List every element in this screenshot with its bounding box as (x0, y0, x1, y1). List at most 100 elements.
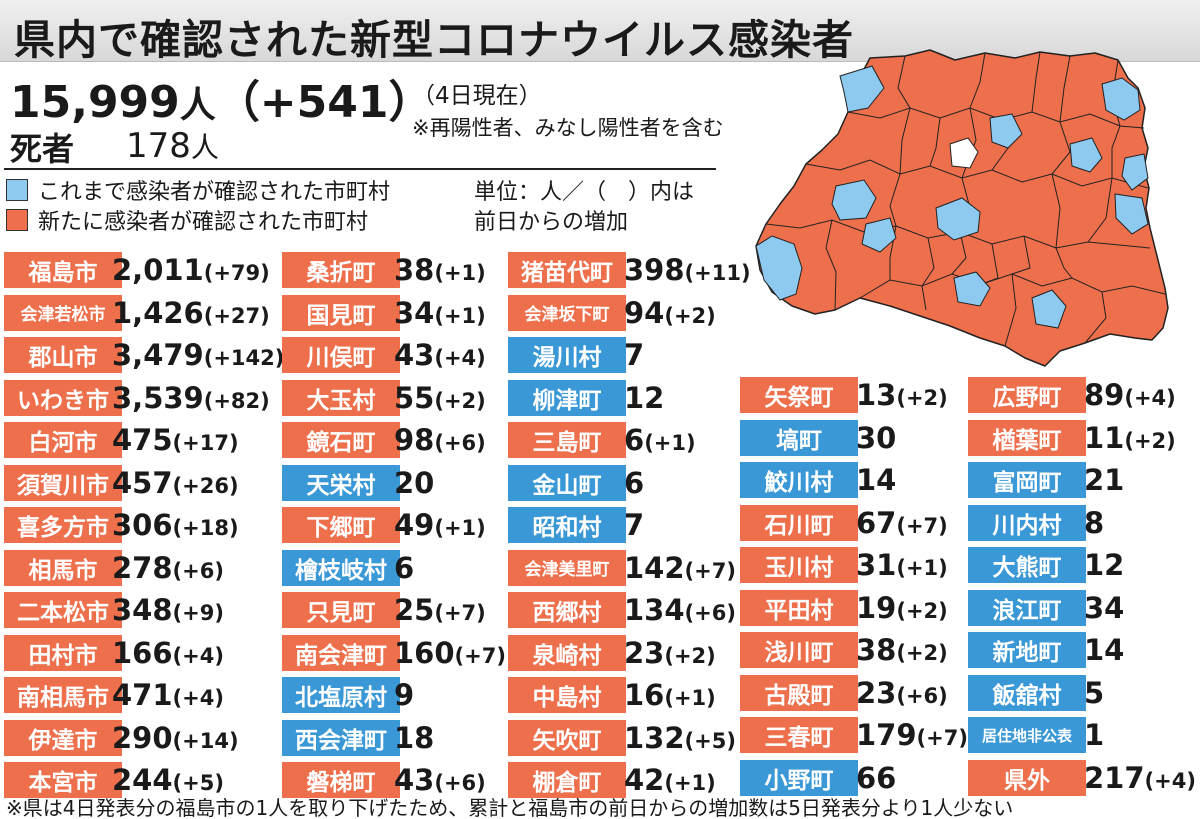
municipality-name: 三春町 (740, 717, 858, 753)
municipality-row: 小野町 66 (740, 759, 896, 796)
daily-increase: (+2) (434, 388, 486, 413)
municipality-value: 20 (394, 465, 434, 501)
municipality-row: 楢葉町 11(+2) (968, 419, 1176, 456)
municipality-name: 平田村 (740, 589, 858, 626)
case-count: 7 (624, 508, 645, 542)
municipality-row: 棚倉町 42(+1) (508, 762, 716, 798)
case-count: 14 (1084, 633, 1125, 667)
case-count: 55 (394, 380, 435, 415)
case-count: 471 (112, 678, 173, 712)
case-count: 290 (112, 720, 173, 755)
case-count: 348 (112, 593, 173, 627)
municipality-name: 西郷村 (508, 592, 626, 628)
daily-increase: (+6) (434, 431, 486, 455)
municipality-name: 会津美里町 (508, 549, 626, 586)
municipality-name: 田村市 (4, 634, 122, 671)
municipality-row: 檜枝岐村 6 (282, 549, 414, 586)
daily-increase: (+6) (896, 683, 948, 708)
municipality-value: 1,426(+27) (112, 295, 270, 331)
municipality-name: 磐梯町 (282, 762, 400, 798)
municipality-row: 桑折町 38(+1) (282, 252, 486, 288)
municipality-name: 鮫川村 (740, 462, 858, 498)
case-count: 30 (856, 420, 897, 455)
case-count: 8 (1084, 505, 1105, 540)
municipality-name: 福島市 (4, 252, 122, 288)
case-count: 11 (1084, 420, 1125, 455)
municipality-row: 西会津町 18 (282, 719, 434, 756)
municipality-row: 大熊町 12 (968, 547, 1124, 583)
municipality-row: 磐梯町 43(+6) (282, 762, 486, 798)
case-count: 9 (394, 678, 415, 712)
municipality-name: 金山町 (508, 464, 626, 501)
municipality-name: 大熊町 (968, 547, 1086, 583)
case-count: 49 (394, 508, 435, 542)
daily-increase: (+1) (664, 686, 716, 710)
municipality-value: 31(+1) (856, 547, 948, 583)
title-bar: 県内で確認された新型コロナウイルス感染者 (0, 0, 1200, 64)
daily-increase: (+26) (172, 473, 239, 498)
municipality-value: 34 (1084, 590, 1124, 626)
map-existing-areas (755, 65, 1149, 329)
case-count: 134 (624, 593, 685, 627)
municipality-value: 43(+4) (394, 337, 486, 373)
municipality-value: 217(+4) (1084, 760, 1196, 796)
municipality-value: 13(+2) (856, 377, 948, 413)
inclusion-note: ※再陽性者、みなし陽性者を含む (412, 116, 724, 140)
municipality-value: 475(+17) (112, 422, 239, 458)
municipality-row: 下郷町 49(+1) (282, 507, 486, 543)
municipality-name: 古殿町 (740, 674, 858, 711)
municipality-row: 浅川町 38(+2) (740, 632, 948, 668)
municipality-value: 43(+6) (394, 762, 486, 798)
case-count: 132 (624, 720, 685, 755)
municipality-value: 18 (394, 720, 434, 756)
municipality-value: 14 (1084, 632, 1124, 668)
case-count: 1,426 (112, 295, 204, 330)
case-count: 38 (394, 253, 435, 287)
case-count: 14 (856, 463, 897, 497)
municipality-name: 棚倉町 (508, 762, 626, 798)
municipality-row: 白河市 475(+17) (4, 422, 239, 458)
municipality-row: 川内村 8 (968, 504, 1104, 541)
municipality-name: 塙町 (740, 419, 858, 456)
municipality-name: 泉崎村 (508, 634, 626, 671)
municipality-name: 喜多方市 (4, 507, 122, 543)
case-count: 18 (394, 720, 435, 755)
case-count: 217 (1084, 760, 1145, 795)
municipality-value: 6 (624, 465, 644, 501)
municipality-row: 三島町 6(+1) (508, 422, 696, 458)
case-count: 31 (856, 548, 897, 582)
municipality-name: 矢祭町 (740, 377, 858, 413)
deaths-unit: 人 (190, 131, 219, 164)
unit-note-line2: 前日からの増加 (474, 210, 629, 235)
municipality-name: 白河市 (4, 422, 122, 458)
case-count: 23 (856, 675, 897, 710)
case-count: 43 (394, 763, 435, 797)
municipality-name: 須賀川市 (4, 464, 122, 501)
case-count: 12 (624, 380, 665, 415)
municipality-row: 富岡町 21 (968, 462, 1124, 498)
municipality-row: 猪苗代町 398(+11) (508, 252, 751, 288)
municipality-row: 三春町 179(+7) (740, 717, 968, 753)
case-count: 142 (624, 550, 685, 585)
municipality-row: 広野町 89(+4) (968, 377, 1176, 413)
page-title: 県内で確認された新型コロナウイルス感染者 (14, 16, 854, 64)
municipality-value: 23(+2) (624, 635, 716, 671)
municipality-name: 昭和村 (508, 507, 626, 543)
municipality-row: 塙町 30 (740, 419, 896, 456)
municipality-value: 244(+5) (112, 762, 224, 798)
case-count: 19 (856, 590, 897, 625)
municipality-row: 只見町 25(+7) (282, 592, 486, 628)
daily-increase: (+9) (172, 601, 224, 625)
municipality-row: 会津美里町 142(+7) (508, 549, 736, 586)
municipality-value: 34(+1) (394, 295, 486, 331)
daily-increase: (+1) (434, 261, 486, 285)
map-borders (765, 51, 1166, 347)
daily-increase: (+1) (664, 771, 716, 795)
daily-increase: (+11) (684, 261, 751, 285)
municipality-name: 郡山市 (4, 337, 122, 373)
municipality-name: 柳津町 (508, 379, 626, 416)
municipality-row: 新地町 14 (968, 632, 1124, 668)
case-count: 13 (856, 378, 897, 412)
daily-increase: (+14) (172, 728, 239, 753)
municipality-name: 県外 (968, 759, 1086, 796)
